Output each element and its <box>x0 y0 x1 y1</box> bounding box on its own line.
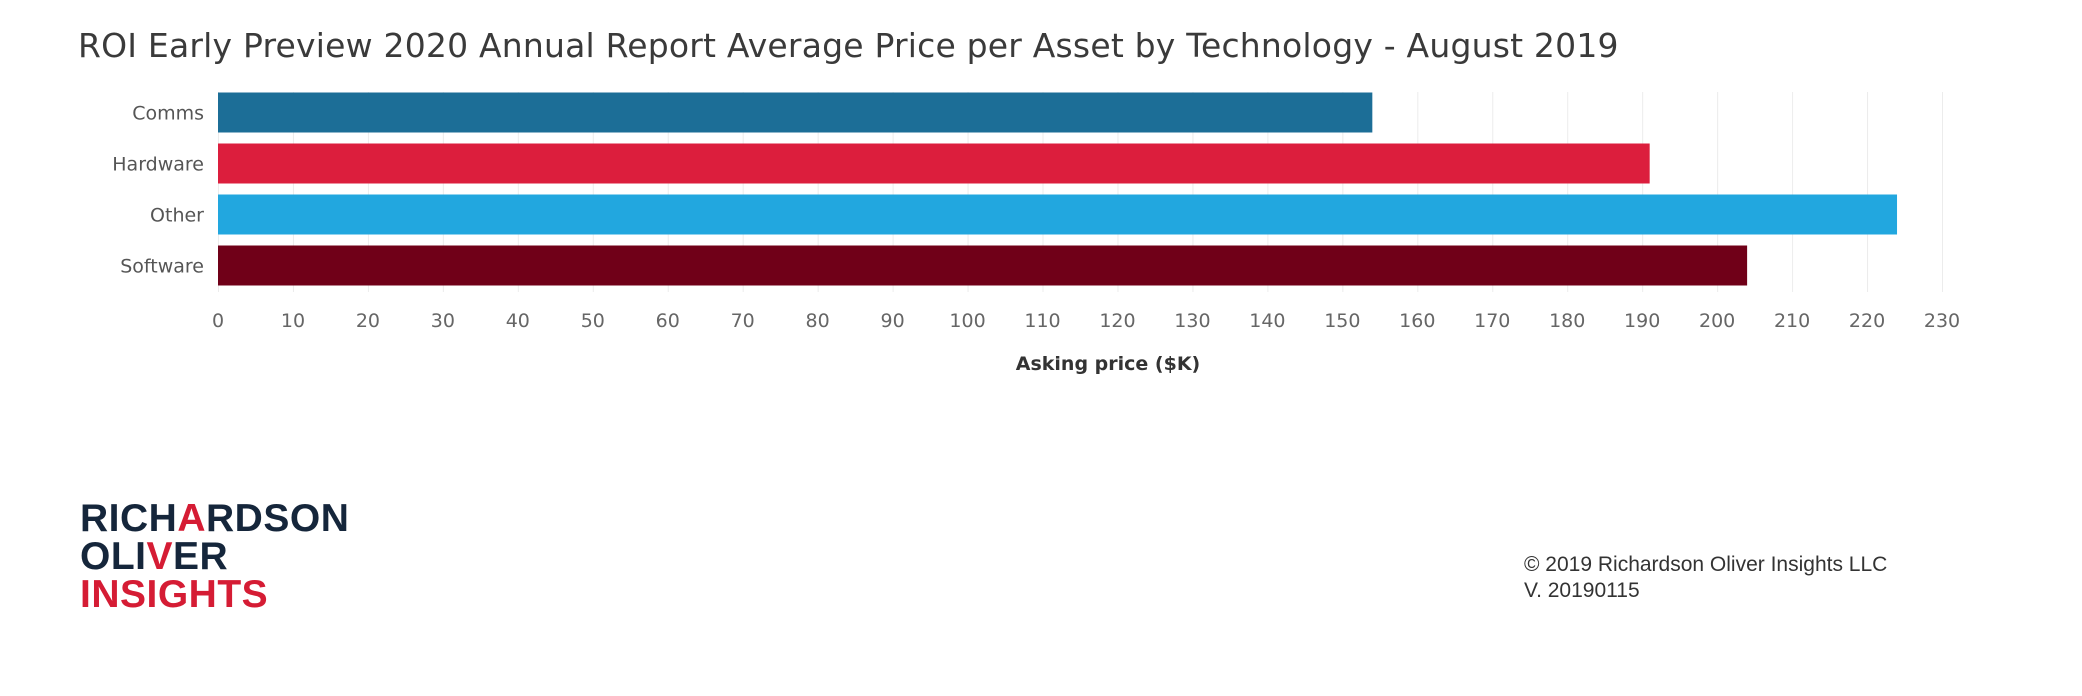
x-tick-label: 180 <box>1549 310 1585 332</box>
x-tick-label: 230 <box>1924 310 1960 332</box>
bar-hardware <box>218 143 1650 184</box>
x-tick-label: 30 <box>431 310 455 332</box>
x-tick-label: 80 <box>806 310 830 332</box>
logo-line-3: INSIGHTS <box>80 573 269 617</box>
company-logo: RICHARDSON OLIVER INSIGHTS <box>80 497 350 617</box>
x-tick-label: 120 <box>1099 310 1135 332</box>
bar-comms <box>218 92 1373 133</box>
copyright-text: © 2019 Richardson Oliver Insights LLC <box>1524 553 1888 576</box>
x-tick-label: 200 <box>1699 310 1735 332</box>
x-tick-label: 50 <box>581 310 605 332</box>
x-tick-label: 100 <box>949 310 985 332</box>
category-label: Software <box>120 256 204 278</box>
x-tick-label: 190 <box>1624 310 1660 332</box>
category-label: Hardware <box>112 154 204 176</box>
x-tick-label: 90 <box>881 310 905 332</box>
x-tick-label: 210 <box>1774 310 1810 332</box>
x-tick-label: 10 <box>281 310 305 332</box>
x-tick-label: 170 <box>1474 310 1510 332</box>
x-tick-label: 40 <box>506 310 530 332</box>
category-label: Other <box>150 205 204 227</box>
x-tick-label: 140 <box>1249 310 1285 332</box>
x-tick-label: 110 <box>1024 310 1060 332</box>
x-tick-label: 130 <box>1174 310 1210 332</box>
logo-line-1: RICHARDSON <box>80 497 350 540</box>
x-tick-label: 0 <box>212 310 224 332</box>
category-label: Comms <box>132 103 204 125</box>
x-tick-label: 20 <box>356 310 380 332</box>
x-tick-label: 160 <box>1399 310 1435 332</box>
chart-title: ROI Early Preview 2020 Annual Report Ave… <box>78 26 1619 65</box>
version-text: V. 20190115 <box>1524 579 1640 603</box>
bar-other <box>218 194 1898 235</box>
x-tick-label: 150 <box>1324 310 1360 332</box>
x-tick-label: 60 <box>656 310 680 332</box>
bar-software <box>218 245 1748 286</box>
x-tick-label: 70 <box>731 310 755 332</box>
copyright-block: © 2019 Richardson Oliver Insights LLC V.… <box>1524 552 1887 605</box>
logo-line-2: OLIVER <box>80 535 229 579</box>
x-axis-label: Asking price ($K) <box>1016 353 1200 375</box>
x-tick-label: 220 <box>1849 310 1885 332</box>
bar-chart: Comms Hardware Other Software 0 10 20 30 40 50 60… <box>112 92 1960 375</box>
